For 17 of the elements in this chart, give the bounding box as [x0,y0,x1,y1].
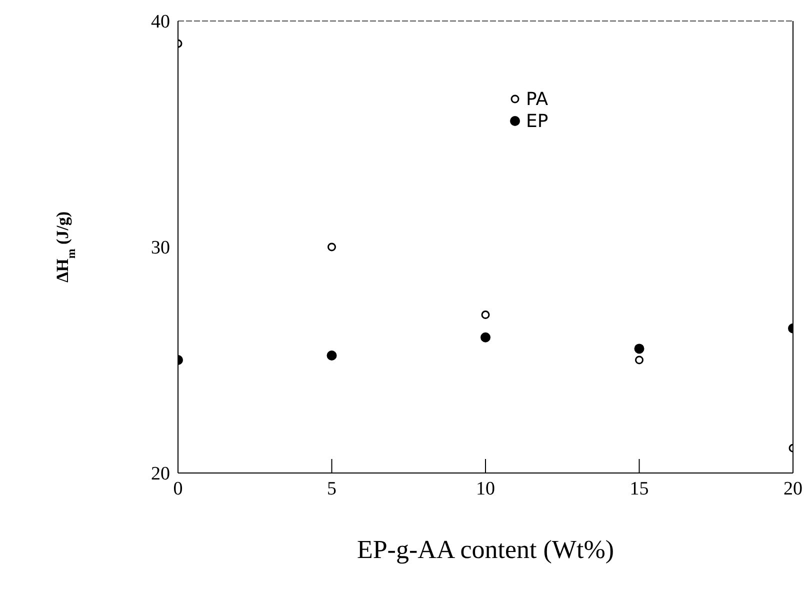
x-tick-label: 10 [476,478,495,500]
x-tick-label: 20 [784,478,802,500]
legend-label: PA [526,88,548,110]
point [326,350,337,360]
legend-label: EP [526,110,548,132]
x-axis-title: EP-g-AA content (Wt%) [356,535,614,564]
y-tick-label: 30 [151,238,170,259]
y-tick-label: 20 [151,464,170,485]
x-tick-label: 0 [173,478,183,500]
point [481,310,490,320]
point [634,344,644,354]
point [480,332,490,342]
x-tick-label: 15 [630,478,649,500]
y-tick-label: 40 [151,12,170,33]
point [328,242,336,252]
x-tick-label: 5 [327,478,336,500]
point [635,356,644,364]
